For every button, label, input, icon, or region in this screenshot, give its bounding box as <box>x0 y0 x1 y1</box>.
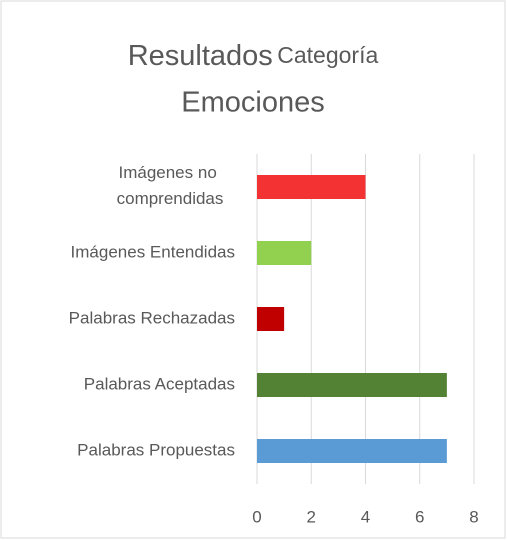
x-tick-label: 6 <box>415 507 424 526</box>
bar <box>257 241 312 265</box>
chart-title: Resultados Categoría <box>128 40 379 72</box>
y-tick-label: Imágenes Entendidas <box>71 242 235 261</box>
x-tick-label: 4 <box>361 507 370 526</box>
y-tick-label: Palabras Aceptadas <box>84 374 235 393</box>
x-tick-label: 8 <box>469 507 478 526</box>
title-part: Categoría <box>277 42 378 68</box>
y-tick-label: Palabras Rechazadas <box>69 308 235 327</box>
label-line: comprendidas <box>117 189 224 208</box>
bar <box>257 307 285 331</box>
label-line: Imágenes no <box>118 163 221 182</box>
bar <box>257 439 447 463</box>
y-tick-label: Imágenes no comprendidas <box>117 163 224 208</box>
bar <box>257 373 447 397</box>
title-part: Emociones <box>181 87 324 119</box>
title-part: Resultados <box>128 40 273 72</box>
x-tick-label: 2 <box>307 507 316 526</box>
x-tick-label: 0 <box>252 507 261 526</box>
y-tick-label: Palabras Propuestas <box>77 440 235 459</box>
bar <box>257 175 366 199</box>
